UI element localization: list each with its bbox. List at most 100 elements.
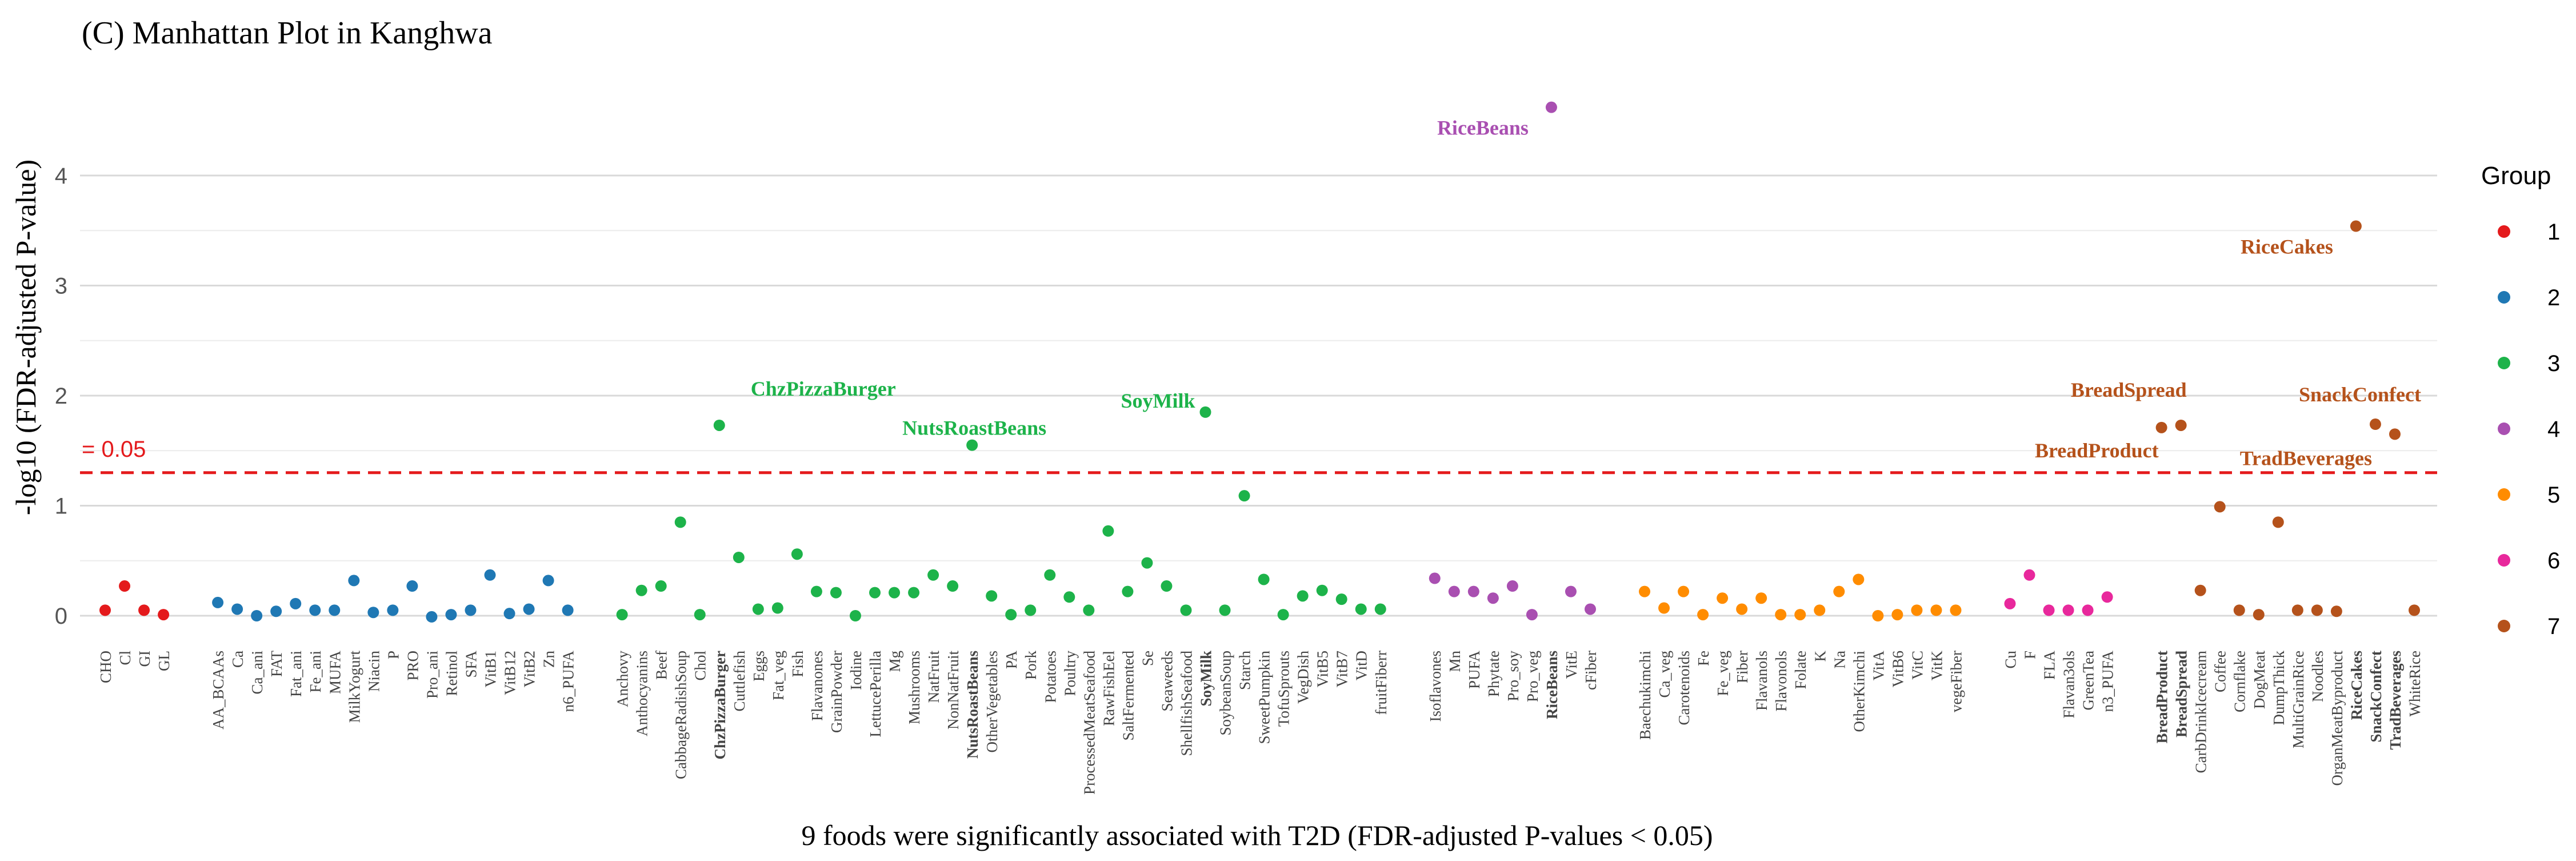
point-VitB7 xyxy=(1335,593,1347,605)
x-tick-label-SFA: SFA xyxy=(462,651,479,678)
x-tick-label-P: P xyxy=(385,651,402,659)
point-K xyxy=(1814,604,1826,616)
point-AA_BCAAs xyxy=(212,596,224,608)
point-Flavanones xyxy=(810,585,822,597)
point-Coffee xyxy=(2214,501,2226,513)
x-tick-label-VitB12: VitB12 xyxy=(502,651,519,695)
point-VitE xyxy=(1565,585,1577,597)
point-Cornflake xyxy=(2233,604,2245,616)
x-tick-label-Mg: Mg xyxy=(886,651,903,672)
point-RiceBeans xyxy=(1545,101,1557,113)
legend-title: Group xyxy=(2481,162,2551,190)
point-Anthocyanins xyxy=(635,584,647,596)
point-Eggs xyxy=(752,603,764,615)
point-Retinol xyxy=(445,609,457,621)
x-tick-label-MUFA: MUFA xyxy=(326,651,343,695)
point-MultiGrainRice xyxy=(2291,604,2303,616)
point-Pork xyxy=(1025,604,1037,616)
point-PRO xyxy=(406,580,418,592)
point-BreadSpread xyxy=(2175,419,2187,431)
point-Anchovy xyxy=(616,609,628,621)
x-tick-label-SoyMilk: SoyMilk xyxy=(1197,651,1214,707)
point-RiceCakes xyxy=(2350,220,2362,232)
point-SweetPumpkin xyxy=(1258,573,1270,585)
x-tick-label-VitB2: VitB2 xyxy=(521,651,538,687)
sig-label-NutsRoastBeans: NutsRoastBeans xyxy=(902,417,1046,440)
x-tick-label-Fe: Fe xyxy=(1695,651,1712,666)
point-Starch xyxy=(1238,490,1250,502)
x-tick-label-DumpThick: DumpThick xyxy=(2270,651,2287,726)
x-tick-label-VitC: VitC xyxy=(1909,651,1926,680)
point-GreenTea xyxy=(2082,604,2094,616)
x-tick-label-Pro_veg: Pro_veg xyxy=(1524,651,1541,702)
x-tick-label-RiceBeans: RiceBeans xyxy=(1543,651,1561,719)
point-n3_PUFA xyxy=(2101,591,2113,603)
x-tick-label-Beef: Beef xyxy=(653,651,670,680)
point-GrainPowder xyxy=(830,587,842,599)
x-tick-label-Cu: Cu xyxy=(2002,651,2019,669)
point-Beef xyxy=(655,580,667,592)
point-GL xyxy=(158,609,170,621)
y-tick-label-4: 4 xyxy=(55,164,67,189)
x-tick-label-SoybeanSoup: SoybeanSoup xyxy=(1217,651,1234,736)
x-tick-label-Fat_veg: Fat_veg xyxy=(770,651,787,700)
x-tick-label-TradBeverages: TradBeverages xyxy=(2387,651,2404,750)
point-Mushrooms xyxy=(908,587,920,599)
x-tick-label-BreadSpread: BreadSpread xyxy=(2173,651,2190,738)
x-tick-label-Mushrooms: Mushrooms xyxy=(906,651,923,724)
x-tick-label-PA: PA xyxy=(1003,651,1020,669)
sig-label-BreadProduct: BreadProduct xyxy=(2035,439,2159,462)
point-Fat_veg xyxy=(771,602,783,614)
grid-lines xyxy=(80,174,2437,617)
legend-label-7: 7 xyxy=(2547,614,2560,639)
x-tick-label-AA_BCAAs: AA_BCAAs xyxy=(210,651,227,730)
x-tick-label-GL: GL xyxy=(155,651,173,671)
x-tick-label-CabbageRadishSoup: CabbageRadishSoup xyxy=(673,651,690,779)
sig-label-TradBeverages: TradBeverages xyxy=(2240,447,2372,469)
x-tick-label-Phytate: Phytate xyxy=(1485,651,1502,697)
point-Noodles xyxy=(2311,604,2323,616)
point-Cuttlefish xyxy=(733,551,745,563)
x-tick-label-NonNatFruit: NonNatFruit xyxy=(945,651,962,730)
point-Mg xyxy=(889,587,901,599)
x-tick-label-Isoflavones: Isoflavones xyxy=(1427,651,1444,722)
legend-key-7 xyxy=(2498,620,2510,632)
point-Fiber xyxy=(1736,603,1748,615)
x-tick-label-VitE: VitE xyxy=(1563,651,1580,679)
x-tick-label-CarbDrinkIcecream: CarbDrinkIcecream xyxy=(2193,651,2210,773)
point-Ca xyxy=(231,603,243,615)
legend-key-1 xyxy=(2498,225,2510,238)
x-tick-label-Ca: Ca xyxy=(229,651,246,668)
legend-label-2: 2 xyxy=(2547,285,2560,310)
x-tick-label-Ca_ani: Ca_ani xyxy=(249,651,266,694)
point-fruitFiberr xyxy=(1374,603,1386,615)
x-tick-label-Folate: Folate xyxy=(1792,651,1809,689)
point-Fat_ani xyxy=(290,597,302,609)
x-tick-label-Flavanols: Flavanols xyxy=(1753,651,1770,711)
x-tick-label-FAT: FAT xyxy=(268,650,285,677)
x-tick-label-VitB7: VitB7 xyxy=(1334,651,1351,687)
x-tick-label-VitB6: VitB6 xyxy=(1889,651,1906,687)
legend-label-4: 4 xyxy=(2547,417,2560,442)
x-tick-label-GI: GI xyxy=(136,651,153,667)
x-tick-label-vegeFiber: vegeFiber xyxy=(1947,651,1965,712)
threshold-label: = 0.05 xyxy=(82,437,146,462)
sig-label-RiceCakes: RiceCakes xyxy=(2241,236,2333,258)
point-VitB5 xyxy=(1316,584,1328,596)
x-tick-label-VitB1: VitB1 xyxy=(482,651,499,687)
point-VitK xyxy=(1930,604,1942,616)
x-tick-label-PUFA: PUFA xyxy=(1466,651,1483,689)
x-tick-label-Noodles: Noodles xyxy=(2309,651,2326,702)
point-OrganMeatByproduct xyxy=(2330,605,2342,617)
point-VegDish xyxy=(1297,590,1309,602)
x-tick-label-SnackConfect: SnackConfect xyxy=(2367,651,2385,743)
x-tick-label-Fish: Fish xyxy=(789,651,806,677)
x-tick-label-Flavonols: Flavonols xyxy=(1773,651,1790,712)
point-Cl xyxy=(119,580,131,592)
x-tick-label-Fiber: Fiber xyxy=(1734,651,1751,683)
x-tick-label-WhiteRice: WhiteRice xyxy=(2406,651,2423,716)
point-TofuSprouts xyxy=(1277,609,1289,621)
point-VitC xyxy=(1911,604,1923,616)
x-tick-label-Coffee: Coffee xyxy=(2212,651,2229,692)
point-DumpThick xyxy=(2272,516,2284,528)
